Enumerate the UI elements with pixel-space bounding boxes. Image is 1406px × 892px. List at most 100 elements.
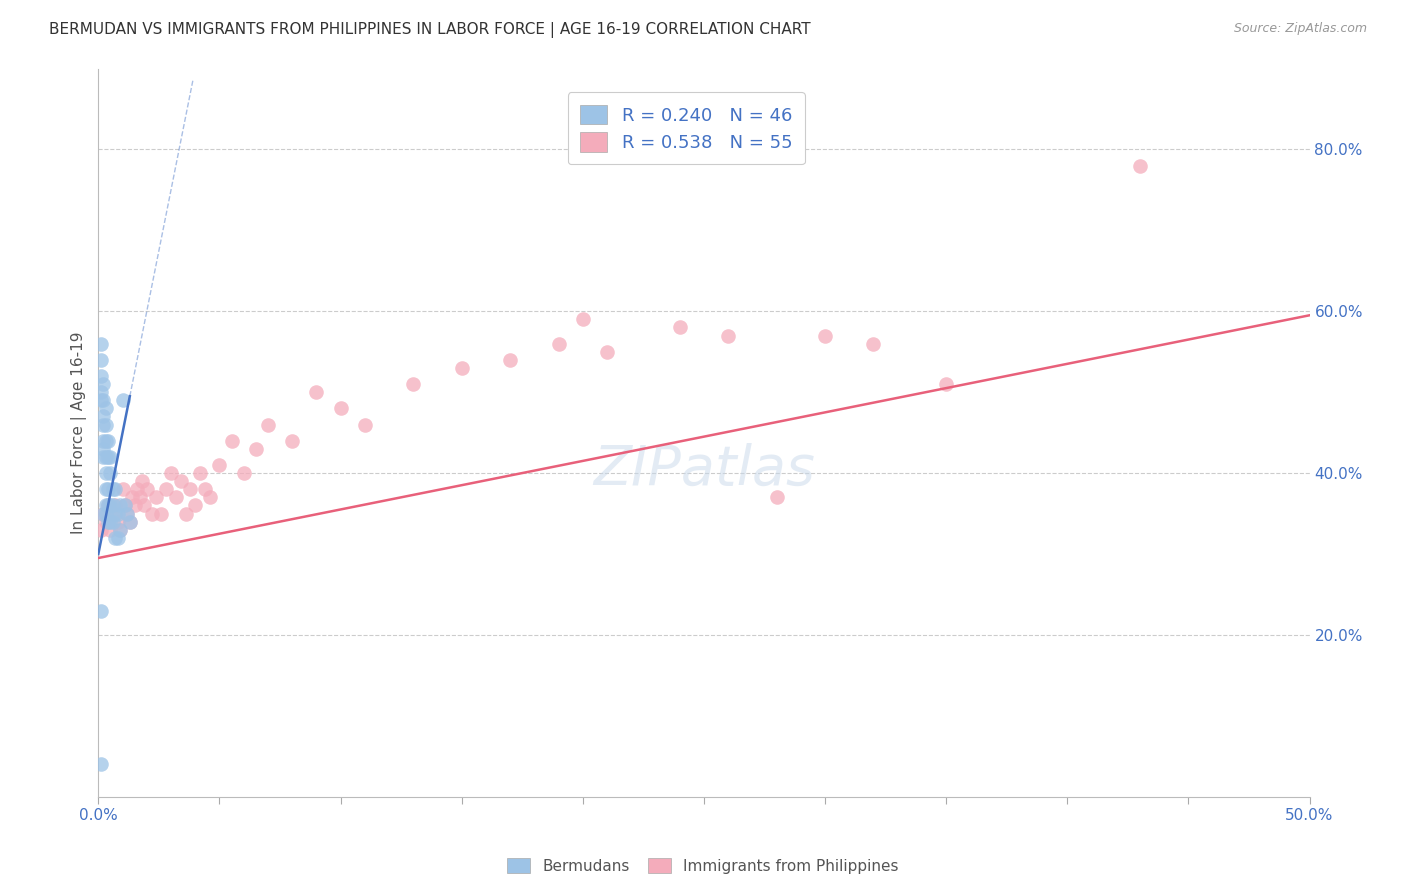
Point [101,499,124,513]
Legend: Bermudans, Immigrants from Philippines: Bermudans, Immigrants from Philippines [501,852,905,880]
Point [450,360,472,375]
Point [108,523,131,537]
Point [131,474,153,488]
Point [935,377,957,392]
Point [104,482,127,496]
Point [179,482,201,496]
Text: Source: ZipAtlas.com: Source: ZipAtlas.com [1233,22,1367,36]
Point [128,491,150,505]
Point [145,491,167,505]
Point [91,377,114,392]
Point [90,352,112,367]
Point [94,450,117,464]
Point [170,474,193,488]
Point [814,328,837,343]
Point [97,450,120,464]
Point [94,401,117,416]
Point [94,466,117,480]
Point [257,417,280,432]
Point [596,344,619,359]
Point [107,531,129,545]
Legend: R = 0.240   N = 46, R = 0.538   N = 55: R = 0.240 N = 46, R = 0.538 N = 55 [568,92,806,164]
Point [329,401,352,416]
Point [135,482,157,496]
Point [100,499,122,513]
Point [90,393,112,408]
Y-axis label: In Labor Force | Age 16-19: In Labor Force | Age 16-19 [72,331,87,533]
Point [90,368,112,383]
Point [184,499,207,513]
Point [121,491,143,505]
Point [232,466,254,480]
Point [150,507,173,521]
Point [101,482,124,496]
Point [94,482,117,496]
Point [90,385,112,400]
Point [305,385,328,400]
Point [402,377,425,392]
Point [717,328,740,343]
Point [668,320,690,334]
Point [90,757,112,772]
Point [91,442,114,456]
Point [117,507,139,521]
Point [114,499,136,513]
Text: ZIPatlas: ZIPatlas [593,442,815,495]
Point [107,507,129,521]
Point [111,482,134,496]
Point [499,352,522,367]
Point [94,507,117,521]
Point [100,523,122,537]
Point [104,507,127,521]
Point [188,466,211,480]
Point [353,417,375,432]
Point [118,515,141,529]
Point [108,499,131,513]
Point [245,442,267,456]
Point [174,507,197,521]
Point [221,434,243,448]
Point [208,458,231,472]
Point [155,482,177,496]
Point [90,336,112,351]
Point [118,515,141,529]
Point [94,434,117,448]
Point [97,434,120,448]
Point [124,499,146,513]
Point [107,515,129,529]
Point [114,499,136,513]
Point [101,515,124,529]
Point [165,491,187,505]
Point [90,604,112,618]
Point [101,507,124,521]
Point [281,434,304,448]
Point [91,450,114,464]
Point [127,482,149,496]
Point [97,515,120,529]
Point [104,531,127,545]
Point [91,507,114,521]
Point [111,393,134,408]
Point [94,515,117,529]
Point [100,515,122,529]
Point [547,336,569,351]
Point [1129,159,1152,173]
Point [194,482,217,496]
Point [94,499,117,513]
Text: BERMUDAN VS IMMIGRANTS FROM PHILIPPINES IN LABOR FORCE | AGE 16-19 CORRELATION C: BERMUDAN VS IMMIGRANTS FROM PHILIPPINES … [49,22,811,38]
Point [97,499,120,513]
Point [104,499,127,513]
Point [765,491,787,505]
Point [94,417,117,432]
Point [100,450,122,464]
Point [97,499,120,513]
Point [198,491,221,505]
Point [97,482,120,496]
Point [91,434,114,448]
Point [91,393,114,408]
Point [160,466,183,480]
Point [141,507,163,521]
Point [91,417,114,432]
Point [91,409,114,424]
Point [134,499,156,513]
